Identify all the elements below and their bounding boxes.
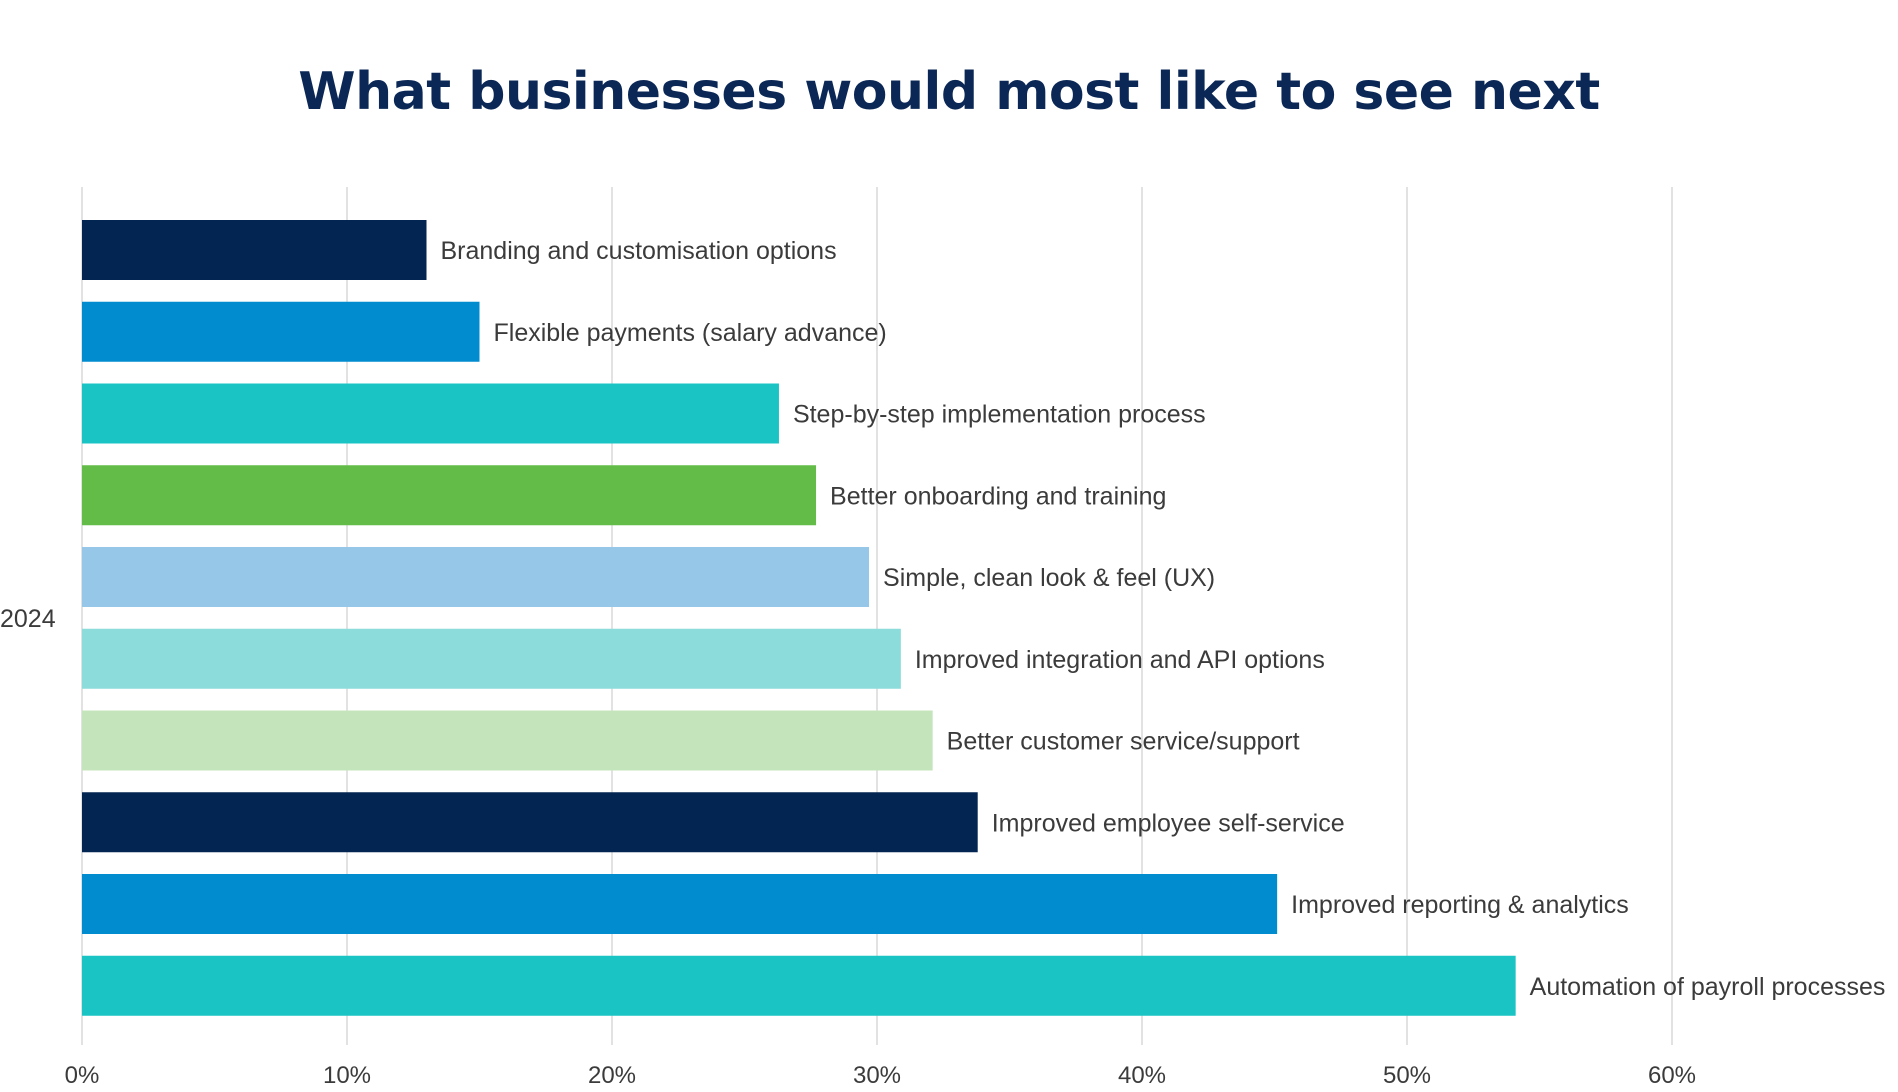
bar <box>82 628 901 689</box>
bar <box>82 301 480 362</box>
bar <box>82 955 1516 1016</box>
bar <box>82 710 933 771</box>
bar-label: Better onboarding and training <box>830 482 1166 510</box>
bar-label: Step-by-step implementation process <box>793 401 1206 429</box>
bar <box>82 547 870 607</box>
bar <box>82 874 1278 934</box>
bar-label: Improved integration and API options <box>915 646 1325 674</box>
x-tick-label: 50% <box>1383 1062 1431 1089</box>
x-tick-label: 30% <box>853 1062 901 1089</box>
x-tick-label: 0% <box>65 1062 100 1089</box>
bar-label: Better customer service/support <box>947 728 1300 756</box>
bar-label: Automation of payroll processes <box>1530 973 1886 1001</box>
x-tick-label: 40% <box>1118 1062 1166 1089</box>
bar <box>82 792 978 853</box>
bar-label: Flexible payments (salary advance) <box>494 319 887 347</box>
category-label: 2024 <box>0 605 56 633</box>
x-tick-label: 10% <box>323 1062 371 1089</box>
chart-title: What businesses would most like to see n… <box>298 62 1600 122</box>
bar <box>82 383 779 444</box>
bar <box>82 465 817 526</box>
bar-label: Improved reporting & analytics <box>1291 891 1629 919</box>
bar-label: Simple, clean look & feel (UX) <box>883 564 1215 592</box>
x-tick-label: 60% <box>1648 1062 1696 1089</box>
x-tick-label: 20% <box>588 1062 636 1089</box>
bar-label: Branding and customisation options <box>441 237 837 265</box>
bar <box>82 220 427 280</box>
bar-label: Improved employee self-service <box>992 809 1345 837</box>
